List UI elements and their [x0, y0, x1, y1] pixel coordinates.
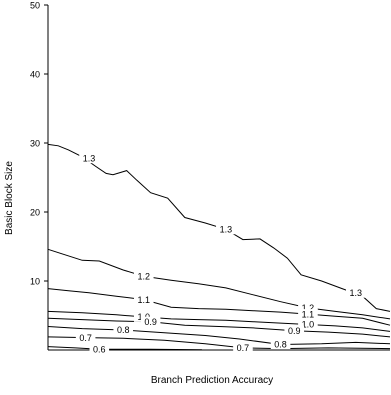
contour-label-bg: [133, 271, 154, 282]
contour-label: 0.7: [237, 343, 250, 353]
contour-line-0-8: [47, 326, 391, 346]
contour-label-bg: [284, 325, 305, 336]
contour-label-bg: [346, 287, 366, 298]
contour-label-bg: [133, 294, 154, 305]
y-tick-label: 30: [30, 139, 40, 149]
contour-labels: 1.31.31.31.21.21.11.11.01.00.90.90.80.80…: [75, 153, 366, 355]
contour-label: 1.3: [83, 153, 96, 163]
y-tick-label: 10: [30, 277, 40, 287]
contour-label: 1.3: [350, 288, 363, 298]
contour-label-bg: [298, 309, 318, 320]
contour-label-bg: [89, 344, 110, 355]
contour-line-0-7: [47, 336, 391, 350]
contour-label-bg: [233, 342, 253, 353]
contour-label: 0.7: [79, 333, 92, 343]
contour-label-bg: [298, 302, 318, 313]
contour-label-bg: [79, 153, 99, 164]
contour-label-bg: [216, 224, 236, 235]
contour-label: 0.9: [288, 326, 301, 336]
contour-label: 1.2: [302, 303, 315, 313]
contour-label-bg: [298, 319, 318, 330]
contour-label: 0.8: [274, 340, 287, 350]
plot-frame: [47, 5, 390, 351]
contour-line-1-3: [47, 143, 391, 312]
contour-label: 1.1: [138, 295, 151, 305]
contour-line-1-2: [47, 248, 391, 320]
contour-label-bg: [270, 339, 291, 350]
contour-label: 0.8: [117, 325, 130, 335]
contour-line-0-9: [47, 317, 391, 338]
contour-lines: [47, 143, 391, 351]
contour-label-bg: [113, 324, 134, 335]
contour-label: 0.9: [144, 317, 157, 327]
y-tick-label: 50: [30, 1, 40, 11]
contour-label: 0.6: [93, 345, 106, 355]
y-tick-label: 20: [30, 208, 40, 218]
y-tick-label: 40: [30, 70, 40, 80]
x-axis-title: Branch Prediction Accuracy: [151, 375, 273, 386]
contour-label-bg: [140, 316, 161, 327]
y-axis: 10 20 30 40 50: [30, 1, 48, 287]
contour-line-1-0: [47, 310, 391, 332]
contour-label: 1.0: [302, 320, 315, 330]
contour-label: 1.2: [138, 271, 151, 281]
contour-line-0-6: [47, 346, 202, 351]
contour-label-bg: [75, 332, 96, 343]
contour-line-1-1: [47, 288, 391, 326]
contour-label: 1.1: [302, 309, 315, 319]
contour-label: 1.3: [220, 224, 233, 234]
y-axis-title: Basic Block Size: [4, 161, 15, 235]
